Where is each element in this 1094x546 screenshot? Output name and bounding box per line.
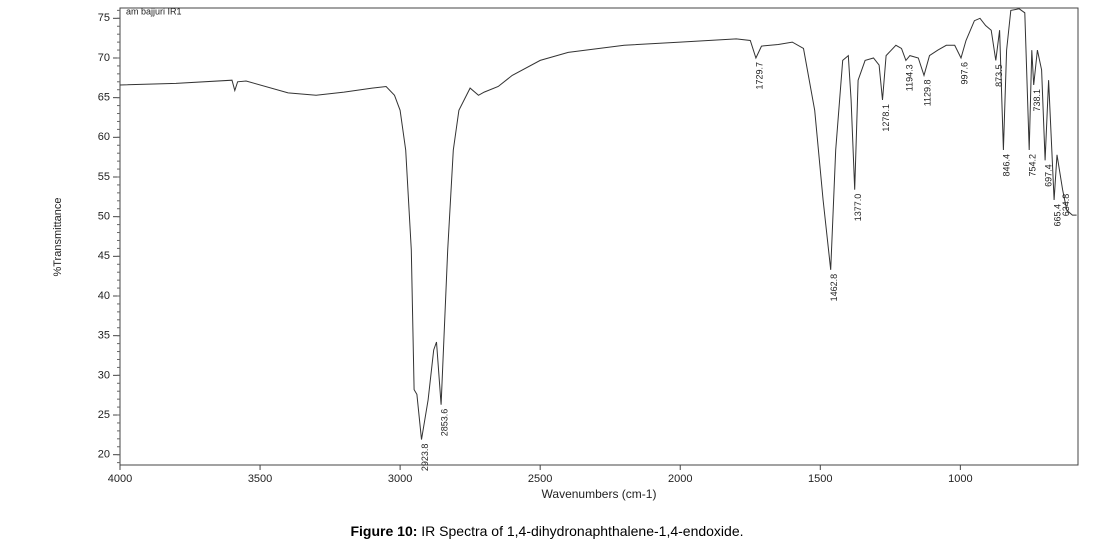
y-tick-label: 45 xyxy=(98,250,110,262)
y-tick-label: 60 xyxy=(98,131,110,143)
peak-label: 1729.7 xyxy=(754,62,764,90)
y-tick-label: 20 xyxy=(98,449,110,461)
y-tick-label: 40 xyxy=(98,290,110,302)
caption: Figure 10: IR Spectra of 1,4-dihydronaph… xyxy=(350,523,743,539)
peak-label: 697.4 xyxy=(1043,164,1053,187)
peak-label: 1194.3 xyxy=(904,64,914,91)
peak-label: 754.2 xyxy=(1028,154,1038,177)
x-tick-label: 3000 xyxy=(388,473,412,485)
peak-label: 634.8 xyxy=(1061,194,1071,217)
peak-label: 2853.6 xyxy=(440,409,450,437)
peak-label: 665.4 xyxy=(1052,204,1062,227)
peak-label: 1462.8 xyxy=(829,274,839,302)
peak-label: 1377.0 xyxy=(853,194,863,222)
y-tick-label: 55 xyxy=(98,171,110,183)
spectrum-line xyxy=(119,8,1077,440)
y-tick-label: 65 xyxy=(98,92,110,104)
caption-label: Figure 10: xyxy=(350,523,417,539)
plot-frame xyxy=(119,7,1079,466)
peak-label: 873.5 xyxy=(994,64,1004,87)
y-tick-label: 25 xyxy=(98,409,110,421)
y-tick-label: 30 xyxy=(98,369,110,381)
caption-text: IR Spectra of 1,4-dihydronaphthalene-1,4… xyxy=(421,523,743,539)
peak-label: 738.1 xyxy=(1032,89,1042,112)
peak-label: 2923.8 xyxy=(420,444,430,472)
y-tick-label: 75 xyxy=(98,12,110,24)
x-tick-label: 2000 xyxy=(668,473,692,485)
x-tick-label: 2500 xyxy=(528,473,552,485)
sample-label: am bajjuri IR1 xyxy=(126,6,182,16)
x-tick-label: 3500 xyxy=(248,473,272,485)
x-tick-label: 1000 xyxy=(948,473,972,485)
y-axis-label: %Transmittance xyxy=(52,197,64,276)
y-tick-label: 70 xyxy=(98,52,110,64)
x-tick-label: 4000 xyxy=(108,473,132,485)
peak-label: 997.6 xyxy=(959,62,969,85)
peak-label: 1278.1 xyxy=(881,104,891,132)
x-tick-label: 1500 xyxy=(808,473,832,485)
peak-label: 846.4 xyxy=(1002,154,1012,177)
x-axis-label: Wavenumbers (cm-1) xyxy=(542,487,657,501)
y-tick-label: 50 xyxy=(98,211,110,223)
peak-label: 1129.8 xyxy=(922,79,932,106)
y-tick-label: 35 xyxy=(98,330,110,342)
